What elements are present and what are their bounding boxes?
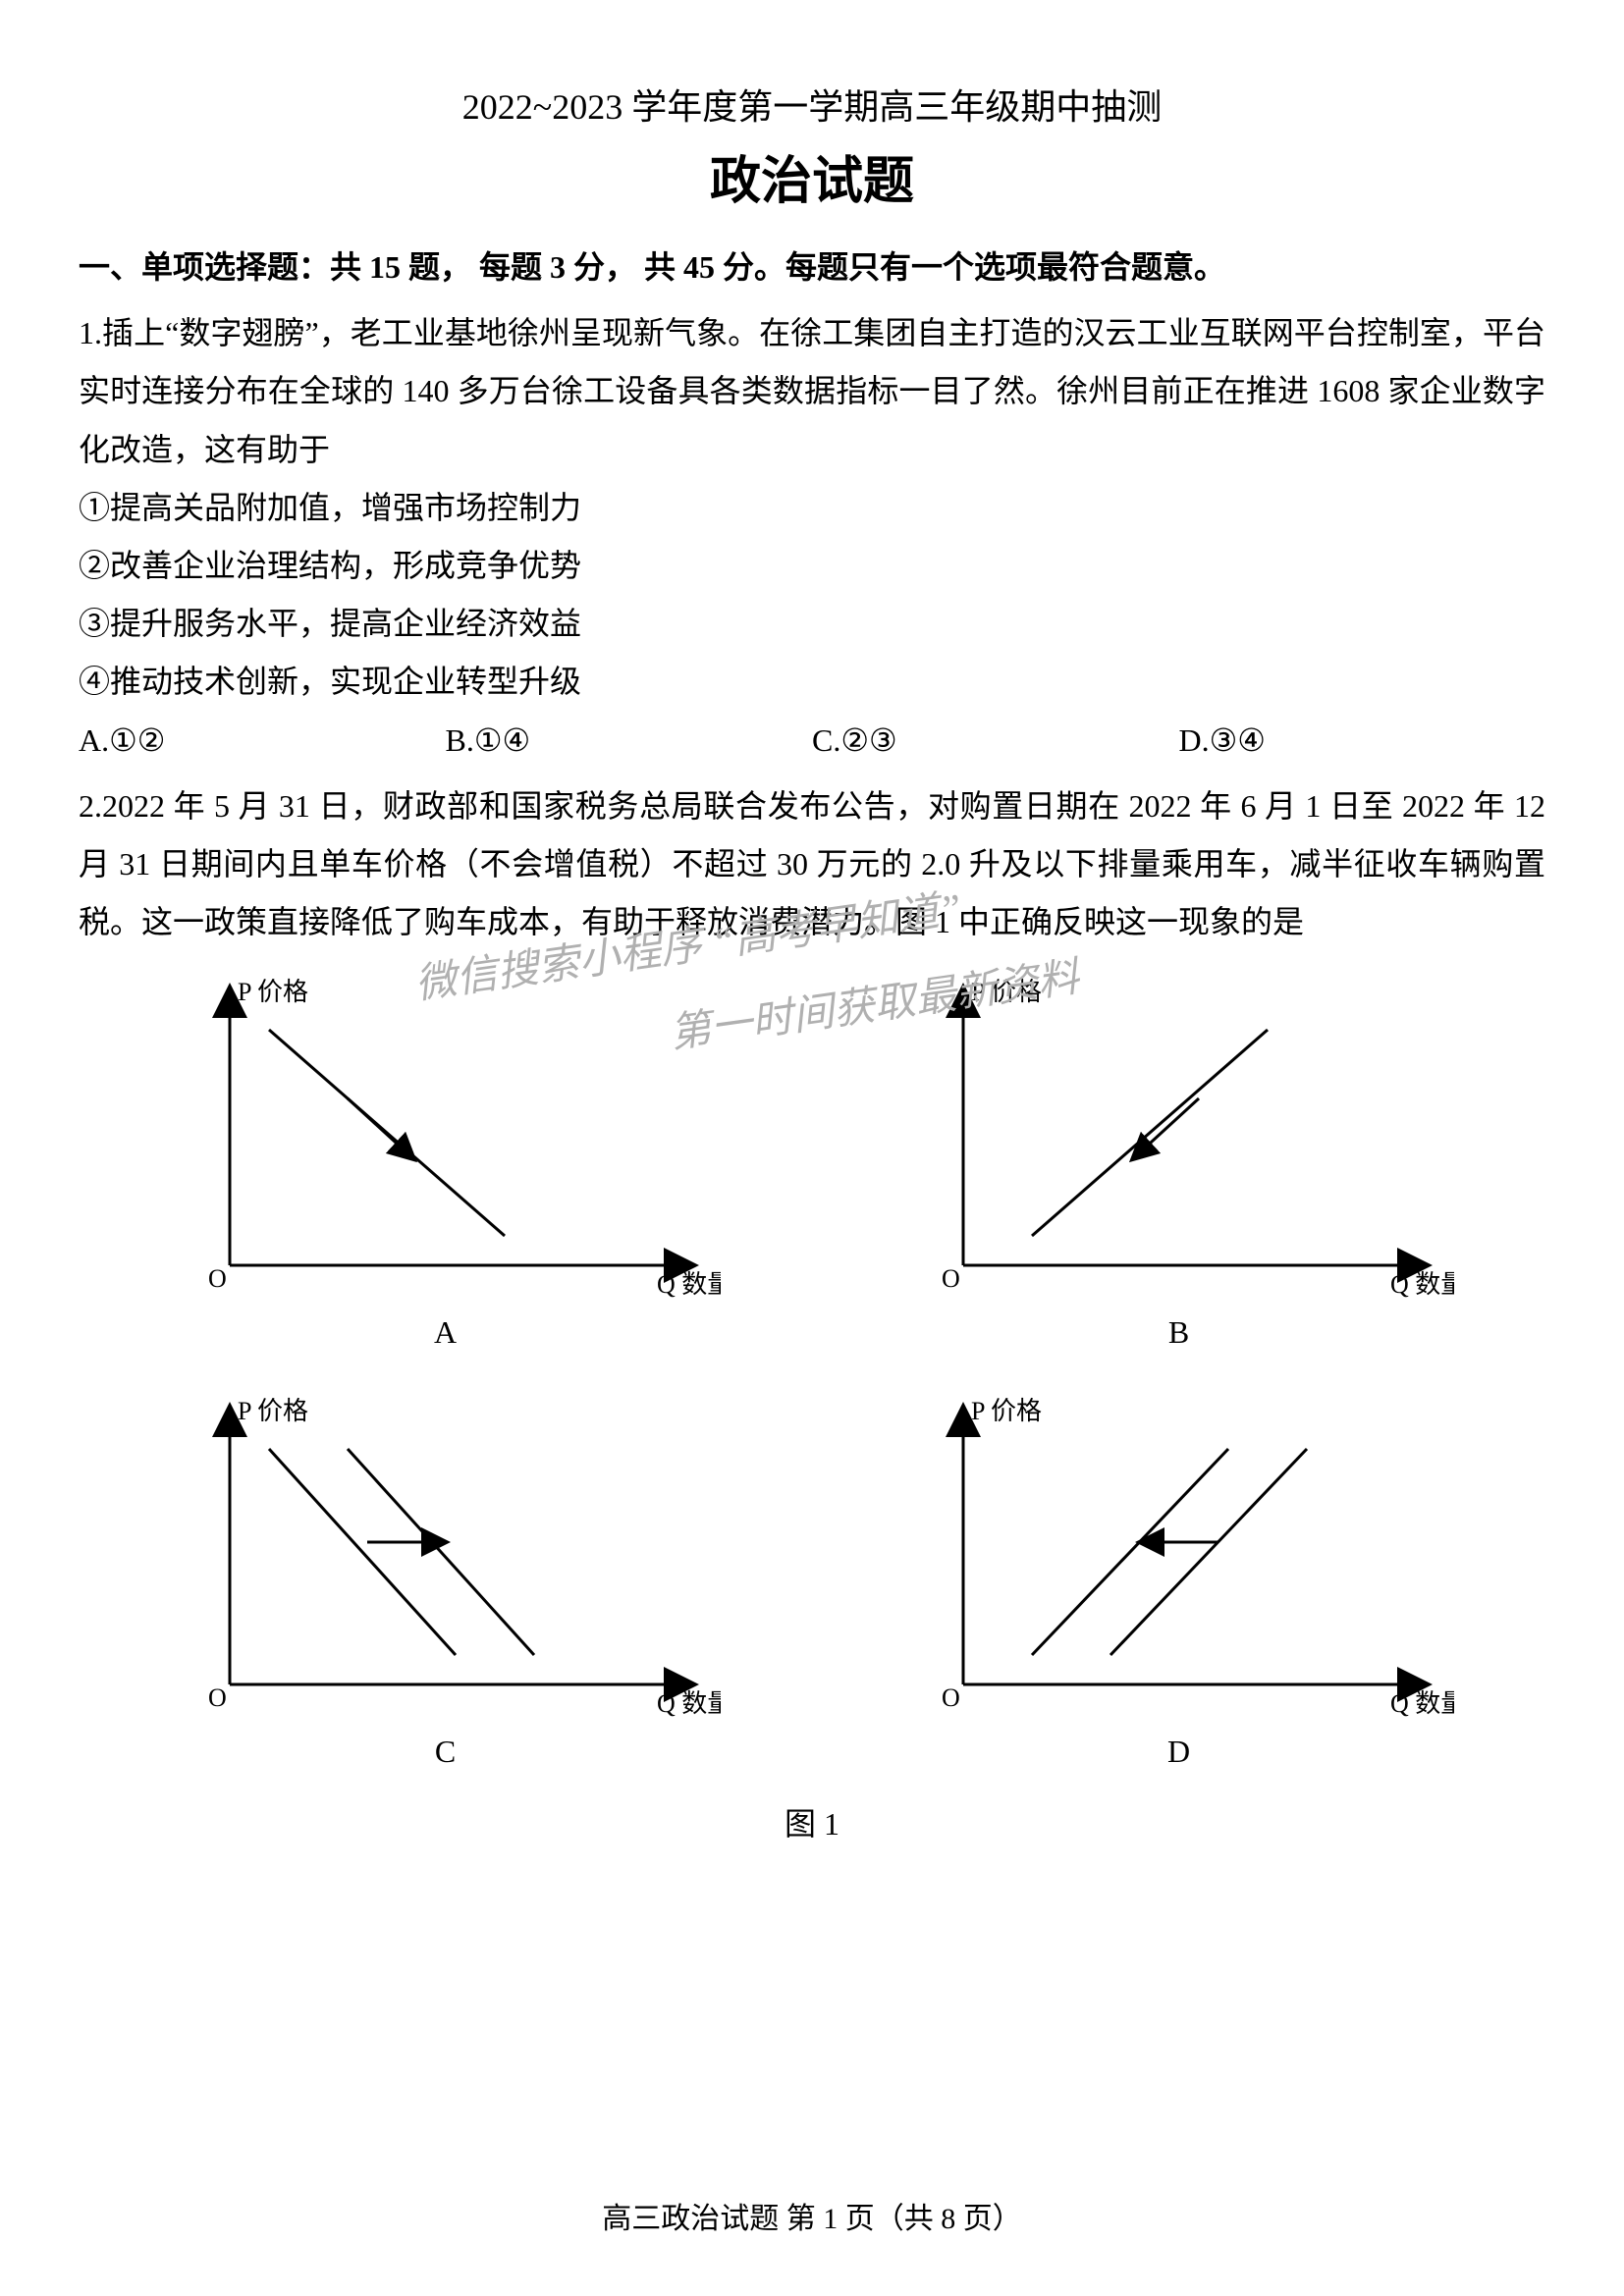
- q2-text: 2.2022 年 5 月 31 日，财政部和国家税务总局联合发布公告，对购置日期…: [79, 777, 1545, 952]
- page-footer: 高三政治试题 第 1 页（共 8 页）: [0, 2194, 1624, 2237]
- chart-c-ylabel: P 价格: [238, 1397, 308, 1425]
- chart-b-cell: P 价格 Q 数量 O B: [851, 971, 1506, 1351]
- q1-choice-b: B.①④: [446, 712, 813, 770]
- chart-c-cell: P 价格 Q 数量 O C: [118, 1390, 773, 1770]
- chart-a-origin: O: [208, 1264, 227, 1293]
- q1-choices: A.①② B.①④ C.②③ D.③④: [79, 712, 1545, 770]
- chart-a-xlabel: Q 数量: [657, 1270, 721, 1299]
- chart-b-origin: O: [942, 1264, 960, 1293]
- q1-text: 1.插上“数字翅膀”，老工业基地徐州呈现新气象。在徐工集团自主打造的汉云工业互联…: [79, 304, 1545, 479]
- q1-option-3: ③提升服务水平，提高企业经济效益: [79, 595, 1545, 653]
- chart-c: P 价格 Q 数量 O: [171, 1390, 721, 1724]
- chart-d: P 价格 Q 数量 O: [904, 1390, 1454, 1724]
- q1-option-2: ②改善企业治理结构，形成竞争优势: [79, 537, 1545, 595]
- q1-choice-c: C.②③: [812, 712, 1179, 770]
- chart-c-xlabel: Q 数量: [657, 1689, 721, 1718]
- chart-d-ylabel: P 价格: [971, 1397, 1042, 1425]
- chart-d-xlabel: Q 数量: [1390, 1689, 1454, 1718]
- exam-subtitle: 2022~2023 学年度第一学期高三年级期中抽测: [79, 79, 1545, 130]
- chart-a: P 价格 Q 数量 O: [171, 971, 721, 1305]
- q1-option-1: ①提高关品附加值，增强市场控制力: [79, 479, 1545, 537]
- chart-b: P 价格 Q 数量 O: [904, 971, 1454, 1305]
- section-1-heading: 一、单项选择题：共 15 题， 每题 3 分， 共 45 分。每题只有一个选项最…: [79, 242, 1545, 293]
- figure-caption: 图 1: [79, 1799, 1545, 1844]
- chart-c-origin: O: [208, 1683, 227, 1712]
- chart-b-ylabel: P 价格: [971, 978, 1042, 1006]
- chart-d-label: D: [1167, 1734, 1190, 1770]
- chart-a-label: A: [434, 1314, 457, 1351]
- q1-choice-d: D.③④: [1179, 712, 1546, 770]
- chart-b-label: B: [1168, 1314, 1189, 1351]
- q1-choice-a: A.①②: [79, 712, 446, 770]
- chart-a-cell: P 价格 Q 数量 O A: [118, 971, 773, 1351]
- chart-d-cell: P 价格 Q 数量 O D: [851, 1390, 1506, 1770]
- chart-b-xlabel: Q 数量: [1390, 1270, 1454, 1299]
- exam-title: 政治试题: [79, 139, 1545, 213]
- q1-option-4: ④推动技术创新，实现企业转型升级: [79, 653, 1545, 711]
- charts-container: P 价格 Q 数量 O A P 价格 Q 数量 O: [79, 971, 1545, 1770]
- chart-c-label: C: [435, 1734, 456, 1770]
- chart-a-ylabel: P 价格: [238, 978, 308, 1006]
- chart-d-origin: O: [942, 1683, 960, 1712]
